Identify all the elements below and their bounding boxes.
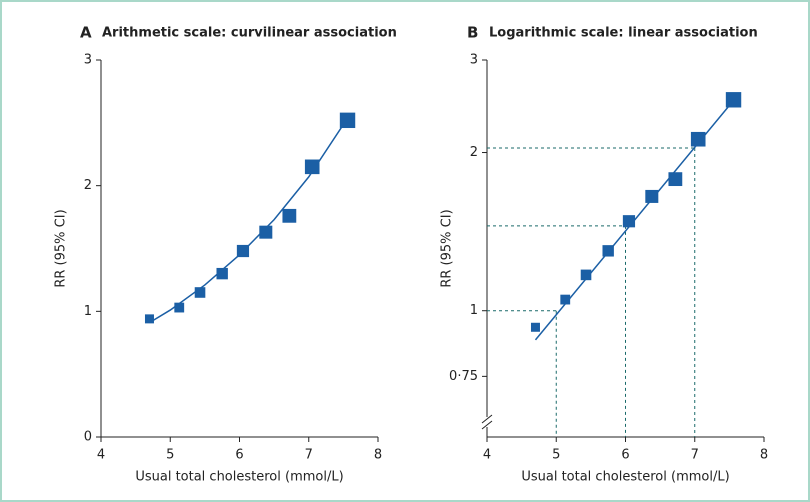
x-tick-label: 7 <box>305 448 313 463</box>
data-point <box>602 245 614 257</box>
y-tick-label: 1 <box>84 304 92 319</box>
y-axis-label: RR (95% CI) <box>440 209 455 287</box>
data-point <box>236 244 250 258</box>
y-tick-label: 2 <box>470 145 478 160</box>
data-point <box>216 267 228 280</box>
x-tick-label: 6 <box>621 448 629 463</box>
x-tick-label: 5 <box>166 448 174 463</box>
panel-label: A <box>80 24 92 42</box>
panel: A Arithmetic scale: curvilinear associati… <box>54 24 397 485</box>
data-point <box>144 314 154 324</box>
data-point <box>304 159 320 175</box>
axis-break <box>481 420 493 430</box>
data-point <box>560 294 571 305</box>
y-tick-label: 3 <box>84 53 92 68</box>
x-tick-label: 8 <box>374 448 382 463</box>
x-axis-label: Usual total cholesterol (mmol/L) <box>135 470 343 485</box>
data-point <box>339 112 356 129</box>
x-tick-label: 5 <box>552 448 560 463</box>
y-tick-label: 1 <box>470 303 478 318</box>
data-point <box>174 302 185 313</box>
y-tick-label: 2 <box>84 178 92 193</box>
x-axis-label: Usual total cholesterol (mmol/L) <box>521 470 729 485</box>
data-point <box>645 189 659 203</box>
data-point <box>259 225 273 239</box>
y-tick-label: 3 <box>470 53 478 68</box>
y-tick-label: 0·75 <box>449 369 478 384</box>
x-tick-label: 4 <box>483 448 491 463</box>
y-axis-label: RR (95% CI) <box>54 209 69 287</box>
data-point <box>690 131 706 147</box>
chart-title: Arithmetic scale: curvilinear associatio… <box>102 26 397 41</box>
y-tick-label: 0 <box>84 430 92 445</box>
x-tick-label: 7 <box>691 448 699 463</box>
data-point <box>622 215 636 228</box>
axis-break <box>481 414 493 424</box>
data-point <box>725 92 742 108</box>
panel-label: B <box>467 24 478 42</box>
data-point <box>194 287 206 298</box>
data-point <box>530 322 540 332</box>
x-tick-label: 4 <box>97 448 105 463</box>
data-point <box>282 208 297 223</box>
data-point <box>668 172 683 187</box>
x-tick-label: 8 <box>760 448 768 463</box>
panel: B Logarithmic scale: linear association Us… <box>440 24 769 485</box>
chart-title: Logarithmic scale: linear association <box>489 26 758 41</box>
x-tick-label: 6 <box>235 448 243 463</box>
data-point <box>580 269 592 281</box>
